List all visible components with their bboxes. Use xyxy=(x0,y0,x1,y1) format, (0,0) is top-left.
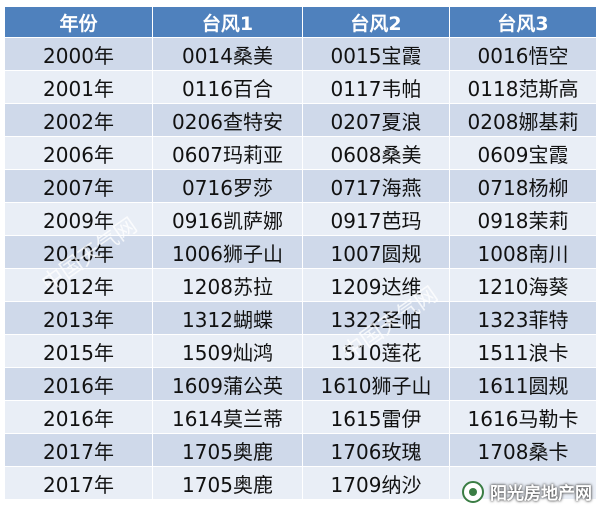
cell-typhoon-1: 0014桑美 xyxy=(152,37,303,71)
table-row: 2006年 0607玛莉亚 0608桑美 0609宝霞 xyxy=(4,136,597,170)
cell-typhoon-3: 0208娜基莉 xyxy=(449,103,597,137)
cell-year: 2007年 xyxy=(4,169,153,203)
table-row: 2000年 0014桑美 0015宝霞 0016悟空 xyxy=(4,37,597,71)
cell-year: 2000年 xyxy=(4,37,153,71)
cell-year: 2017年 xyxy=(4,433,153,467)
cell-typhoon-2: 0717海燕 xyxy=(302,169,450,203)
cell-typhoon-1: 1006狮子山 xyxy=(152,235,303,269)
typhoon-table-container: 年份 台风1 台风2 台风3 2000年 0014桑美 0015宝霞 0016悟空 20… xyxy=(4,6,597,508)
cell-year: 2010年 xyxy=(4,235,153,269)
cell-typhoon-1: 0916凯萨娜 xyxy=(152,202,303,236)
cell-typhoon-2: 1615雷伊 xyxy=(302,400,450,434)
cell-typhoon-1: 1312蝴蝶 xyxy=(152,301,303,335)
cell-typhoon-2: 0207夏浪 xyxy=(302,103,450,137)
header-row: 年份 台风1 台风2 台风3 xyxy=(4,6,597,38)
cell-year: 2016年 xyxy=(4,400,153,434)
cell-typhoon-2: 1510莲花 xyxy=(302,334,450,368)
table-row: 2016年 1614莫兰蒂 1615雷伊 1616马勒卡 xyxy=(4,400,597,434)
table-row: 2009年 0916凯萨娜 0917芭玛 0918茉莉 xyxy=(4,202,597,236)
table-row: 2013年 1312蝴蝶 1322圣帕 1323菲特 xyxy=(4,301,597,335)
cell-year: 2009年 xyxy=(4,202,153,236)
cell-typhoon-3: 0918茉莉 xyxy=(449,202,597,236)
table-row: 2010年 1006狮子山 1007圆规 1008南川 xyxy=(4,235,597,269)
cell-typhoon-2: 0917芭玛 xyxy=(302,202,450,236)
cell-year: 2017年 xyxy=(4,466,153,500)
brand-label: 阳光房地产网 xyxy=(490,484,592,504)
table-row: 2012年 1208苏拉 1209达维 1210海葵 xyxy=(4,268,597,302)
cell-typhoon-2: 1709纳沙 xyxy=(302,466,450,500)
table-row: 2017年 1705奥鹿 1709纳沙 xyxy=(4,466,597,500)
cell-typhoon-3 xyxy=(449,466,597,500)
cell-year: 2002年 xyxy=(4,103,153,137)
cell-typhoon-3: 1611圆规 xyxy=(449,367,597,401)
cell-typhoon-1: 1609蒲公英 xyxy=(152,367,303,401)
cell-typhoon-1: 1705奥鹿 xyxy=(152,466,303,500)
cell-typhoon-1: 0206查特安 xyxy=(152,103,303,137)
table-row: 2007年 0716罗莎 0717海燕 0718杨柳 xyxy=(4,169,597,203)
cell-typhoon-3: 1323菲特 xyxy=(449,301,597,335)
cell-typhoon-1: 1509灿鸿 xyxy=(152,334,303,368)
cell-typhoon-3: 0118范斯高 xyxy=(449,70,597,104)
cell-typhoon-3: 1008南川 xyxy=(449,235,597,269)
table-row: 2017年 1705奥鹿 1706玫瑰 1708桑卡 xyxy=(4,433,597,467)
cell-year: 2001年 xyxy=(4,70,153,104)
cell-typhoon-2: 1706玫瑰 xyxy=(302,433,450,467)
cell-year: 2016年 xyxy=(4,367,153,401)
table-row: 2015年 1509灿鸿 1510莲花 1511浪卡 xyxy=(4,334,597,368)
cell-typhoon-2: 1322圣帕 xyxy=(302,301,450,335)
cell-typhoon-1: 0716罗莎 xyxy=(152,169,303,203)
cell-typhoon-2: 0608桑美 xyxy=(302,136,450,170)
cell-typhoon-2: 1209达维 xyxy=(302,268,450,302)
cell-typhoon-3: 0609宝霞 xyxy=(449,136,597,170)
cell-year: 2012年 xyxy=(4,268,153,302)
typhoon-table: 年份 台风1 台风2 台风3 2000年 0014桑美 0015宝霞 0016悟空 20… xyxy=(4,6,597,500)
table-body: 2000年 0014桑美 0015宝霞 0016悟空 2001年 0116百合 0117韦帕… xyxy=(4,37,597,500)
cell-typhoon-3: 1616马勒卡 xyxy=(449,400,597,434)
cell-typhoon-3: 1210海葵 xyxy=(449,268,597,302)
cell-typhoon-3: 0016悟空 xyxy=(449,37,597,71)
cell-typhoon-3: 1708桑卡 xyxy=(449,433,597,467)
cell-typhoon-2: 1007圆规 xyxy=(302,235,450,269)
header-typhoon-2: 台风2 xyxy=(302,6,450,38)
cell-typhoon-2: 1610狮子山 xyxy=(302,367,450,401)
cell-typhoon-3: 0718杨柳 xyxy=(449,169,597,203)
wechat-logo-icon xyxy=(462,480,484,503)
table-row: 2016年 1609蒲公英 1610狮子山 1611圆规 xyxy=(4,367,597,401)
cell-year: 2013年 xyxy=(4,301,153,335)
header-year: 年份 xyxy=(4,6,153,38)
cell-typhoon-2: 0117韦帕 xyxy=(302,70,450,104)
cell-typhoon-1: 1614莫兰蒂 xyxy=(152,400,303,434)
cell-typhoon-2: 0015宝霞 xyxy=(302,37,450,71)
cell-typhoon-3: 1511浪卡 xyxy=(449,334,597,368)
table-header: 年份 台风1 台风2 台风3 xyxy=(4,6,597,38)
cell-typhoon-1: 0607玛莉亚 xyxy=(152,136,303,170)
header-typhoon-3: 台风3 xyxy=(449,6,597,38)
table-row: 2001年 0116百合 0117韦帕 0118范斯高 xyxy=(4,70,597,104)
brand-badge: 阳光房地产网 xyxy=(462,479,592,504)
header-typhoon-1: 台风1 xyxy=(152,6,303,38)
cell-typhoon-1: 1705奥鹿 xyxy=(152,433,303,467)
cell-typhoon-1: 1208苏拉 xyxy=(152,268,303,302)
cell-typhoon-1: 0116百合 xyxy=(152,70,303,104)
table-row: 2002年 0206查特安 0207夏浪 0208娜基莉 xyxy=(4,103,597,137)
cell-year: 2006年 xyxy=(4,136,153,170)
cell-year: 2015年 xyxy=(4,334,153,368)
